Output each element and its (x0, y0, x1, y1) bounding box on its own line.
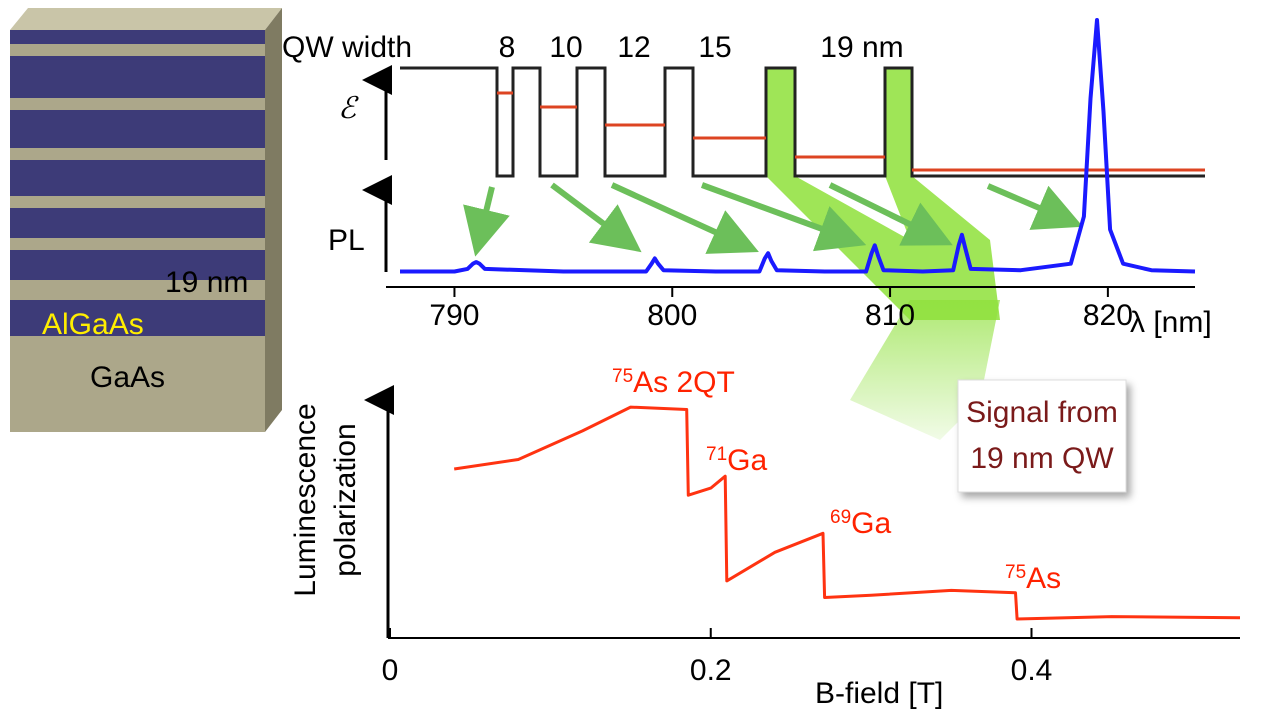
x-tick-label: 790 (429, 299, 479, 332)
annotation-text: As (1026, 562, 1061, 595)
transition-arrows (463, 182, 1084, 257)
x-tick-label: 0.4 (1011, 654, 1053, 687)
x-tick-label: 0.2 (690, 654, 732, 687)
y-axis-label: PL (328, 224, 365, 257)
x-tick-label: 800 (647, 299, 697, 332)
callout-line: 19 nm QW (970, 442, 1114, 475)
annotation-text: Ga (727, 444, 767, 477)
annotations: 75As 2QT 71Ga 69Ga 75As (612, 366, 1061, 595)
layer-block: 19 nm AlGaAs GaAs (10, 8, 282, 432)
data-line (453, 405, 1241, 621)
callout-line: Signal from (966, 396, 1118, 429)
qw-label: QW width (282, 31, 412, 64)
annotation: 75As (1005, 562, 1061, 595)
data-line (400, 18, 1196, 274)
qw-width: 10 (549, 31, 582, 64)
qw-width: 8 (499, 31, 516, 64)
callout: Signal from 19 nm QW (957, 379, 1127, 493)
y-axis-label: Luminescence (289, 403, 322, 596)
y-axis-label: polarization (329, 423, 362, 576)
qw-width: 19 nm (820, 31, 903, 64)
annotation-sup: 75 (612, 366, 633, 387)
annotation-text: As 2QT (633, 366, 735, 399)
substrate-label: GaAs (90, 361, 165, 394)
layer-label: 19 nm (165, 266, 248, 299)
barrier-label: AlGaAs (42, 308, 144, 341)
annotation-sup: 71 (706, 444, 727, 465)
annotation-text: Ga (851, 507, 891, 540)
annotation: 71Ga (706, 444, 767, 477)
annotation: 69Ga (830, 507, 891, 540)
x-axis-label: λ [nm] (1130, 306, 1212, 339)
qw-width: 12 (617, 31, 650, 64)
qw-diagram: QW width 8 10 12 15 19 nm ℰ (282, 31, 1205, 178)
x-axis-label: B-field [T] (815, 677, 943, 710)
energy-label: ℰ (338, 92, 359, 125)
annotation-sup: 75 (1005, 562, 1026, 583)
annotation-sup: 69 (830, 507, 851, 528)
annotation: 75As 2QT (612, 366, 735, 399)
qw-width: 15 (698, 31, 731, 64)
x-tick-label: 820 (1083, 299, 1133, 332)
x-tick-label: 810 (865, 299, 915, 332)
x-tick-label: 0 (382, 654, 399, 687)
